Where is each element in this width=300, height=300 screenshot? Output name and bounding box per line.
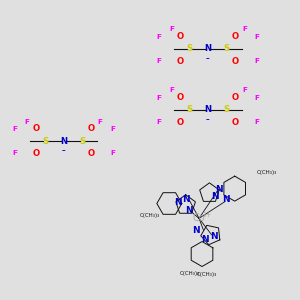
Text: Co: Co: [193, 213, 206, 224]
Text: O: O: [177, 32, 184, 41]
Text: F: F: [98, 118, 103, 124]
Text: –: –: [206, 116, 210, 122]
Text: N: N: [204, 44, 211, 53]
Text: S: S: [79, 136, 85, 146]
Text: S: S: [187, 44, 193, 53]
Text: N: N: [212, 192, 219, 201]
Text: F: F: [254, 58, 259, 64]
Text: N: N: [201, 235, 209, 244]
Text: F: F: [157, 34, 162, 40]
Text: C(CH₃)₃: C(CH₃)₃: [257, 170, 278, 175]
Text: N: N: [192, 226, 200, 235]
Text: S: S: [187, 105, 193, 114]
Text: O: O: [33, 149, 40, 158]
Text: O: O: [33, 124, 40, 134]
Text: O: O: [232, 32, 239, 41]
Text: N: N: [174, 197, 182, 206]
Text: S: S: [43, 136, 49, 146]
Text: O: O: [232, 118, 239, 127]
Text: C(CH₃)₃: C(CH₃)₃: [140, 213, 160, 218]
Text: F: F: [254, 95, 259, 101]
Text: N: N: [60, 136, 68, 146]
Text: N: N: [204, 105, 211, 114]
Text: F: F: [157, 95, 162, 101]
Text: N: N: [182, 194, 190, 203]
Text: O: O: [88, 149, 95, 158]
Text: N: N: [215, 185, 223, 194]
Text: F: F: [110, 150, 115, 156]
Text: F: F: [25, 118, 30, 124]
Text: F: F: [157, 58, 162, 64]
Text: N: N: [185, 206, 193, 215]
Text: S: S: [223, 105, 229, 114]
Text: F: F: [110, 126, 115, 132]
Text: O: O: [177, 93, 184, 102]
Text: F: F: [169, 87, 174, 93]
Text: C(CH₃)₃: C(CH₃)₃: [196, 272, 217, 277]
Text: F: F: [242, 26, 247, 32]
Text: S: S: [223, 44, 229, 53]
Text: F: F: [254, 34, 259, 40]
Text: N: N: [222, 195, 230, 204]
Text: F: F: [13, 150, 18, 156]
Text: F: F: [13, 126, 18, 132]
Text: 3+: 3+: [201, 212, 212, 218]
Text: N: N: [210, 232, 218, 241]
Text: O: O: [177, 57, 184, 66]
Text: F: F: [169, 26, 174, 32]
Text: F: F: [242, 87, 247, 93]
Text: –: –: [62, 147, 66, 153]
Text: O: O: [232, 57, 239, 66]
Text: F: F: [157, 118, 162, 124]
Text: O: O: [177, 118, 184, 127]
Text: –: –: [206, 55, 210, 61]
Text: F: F: [254, 118, 259, 124]
Text: C(CH₃)₃: C(CH₃)₃: [180, 271, 200, 276]
Text: O: O: [232, 93, 239, 102]
Text: O: O: [88, 124, 95, 134]
